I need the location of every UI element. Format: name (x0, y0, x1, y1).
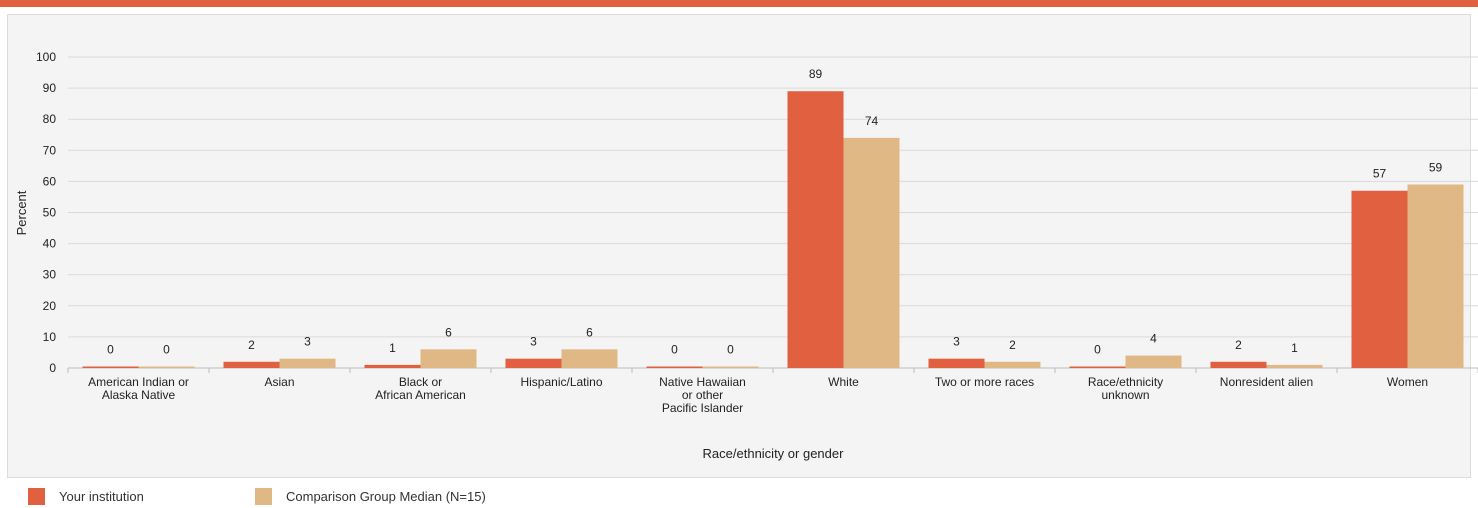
legend-swatch-your-institution (28, 488, 45, 505)
bar-series1-cat3 (561, 349, 618, 368)
data-label-series1-cat5: 74 (865, 114, 879, 128)
bar-series0-cat2 (364, 364, 421, 368)
data-label-series1-cat6: 2 (1009, 338, 1016, 352)
x-tick-label-7-line1: unknown (1101, 388, 1149, 402)
y-tick-label-20: 20 (43, 299, 57, 313)
bar-series0-cat0 (82, 366, 139, 368)
data-label-series0-cat7: 0 (1094, 343, 1101, 357)
y-tick-label-60: 60 (43, 174, 57, 188)
data-label-series0-cat2: 1 (389, 341, 396, 355)
data-label-series1-cat2: 6 (445, 325, 452, 339)
x-tick-label-0-line1: Alaska Native (102, 388, 176, 402)
data-label-series0-cat5: 89 (809, 67, 823, 81)
data-label-series1-cat0: 0 (163, 343, 170, 357)
bar-series0-cat1 (223, 361, 280, 368)
bar-series0-cat3 (505, 358, 562, 368)
data-label-series0-cat1: 2 (248, 338, 255, 352)
bar-series0-cat6 (928, 358, 985, 368)
data-label-series1-cat3: 6 (586, 325, 593, 339)
y-axis-title: Percent (14, 190, 29, 235)
y-tick-label-50: 50 (43, 206, 57, 220)
data-label-series1-cat8: 1 (1291, 341, 1298, 355)
bar-series0-cat5 (787, 91, 844, 369)
legend-item-comparison-median: Comparison Group Median (N=15) (255, 488, 486, 505)
x-tick-label-9-line0: Women (1387, 375, 1428, 389)
y-tick-label-40: 40 (43, 237, 57, 251)
data-label-series1-cat9: 59 (1429, 161, 1443, 175)
y-tick-label-80: 80 (43, 112, 57, 126)
data-label-series1-cat7: 4 (1150, 332, 1157, 346)
data-label-series1-cat1: 3 (304, 335, 311, 349)
bar-series1-cat2 (420, 349, 477, 368)
legend-label-comparison-median: Comparison Group Median (N=15) (286, 489, 486, 504)
x-tick-label-0-line0: American Indian or (88, 375, 189, 389)
y-tick-label-70: 70 (43, 143, 57, 157)
bar-series0-cat4 (646, 366, 703, 368)
bar-series0-cat9 (1351, 190, 1408, 368)
bar-series1-cat4 (702, 366, 759, 368)
data-label-series0-cat8: 2 (1235, 338, 1242, 352)
top-accent-bar (0, 0, 1478, 7)
data-label-series0-cat6: 3 (953, 335, 960, 349)
x-tick-label-6-line0: Two or more races (935, 375, 1034, 389)
x-tick-label-4-line1: or other (682, 388, 723, 402)
chart-panel (7, 14, 1471, 478)
legend-item-your-institution: Your institution (28, 488, 144, 505)
x-tick-label-5-line0: White (828, 375, 859, 389)
x-tick-label-3-line0: Hispanic/Latino (520, 375, 602, 389)
legend: Your institution Comparison Group Median… (0, 480, 1478, 508)
bar-series1-cat9 (1407, 184, 1464, 368)
bar-series1-cat8 (1266, 364, 1323, 368)
bar-series0-cat8 (1210, 361, 1267, 368)
bar-series1-cat5 (843, 137, 900, 368)
x-tick-label-4-line0: Native Hawaiian (659, 375, 746, 389)
bar-series1-cat6 (984, 361, 1041, 368)
bar-series1-cat0 (138, 366, 195, 368)
data-label-series1-cat4: 0 (727, 343, 734, 357)
y-tick-label-10: 10 (43, 330, 57, 344)
x-tick-label-4-line2: Pacific Islander (662, 401, 743, 415)
y-tick-label-100: 100 (36, 50, 56, 64)
legend-swatch-comparison-median (255, 488, 272, 505)
x-tick-label-1-line0: Asian (264, 375, 294, 389)
y-tick-label-90: 90 (43, 81, 57, 95)
y-tick-label-0: 0 (49, 361, 56, 375)
data-label-series0-cat4: 0 (671, 343, 678, 357)
data-label-series0-cat3: 3 (530, 335, 537, 349)
x-tick-label-7-line0: Race/ethnicity (1088, 375, 1163, 389)
bar-series1-cat1 (279, 358, 336, 368)
x-tick-label-8-line0: Nonresident alien (1220, 375, 1313, 389)
data-label-series0-cat0: 0 (107, 343, 114, 357)
data-label-series0-cat9: 57 (1373, 167, 1387, 181)
x-tick-label-2-line0: Black or (399, 375, 442, 389)
y-tick-label-30: 30 (43, 268, 57, 282)
x-axis-title: Race/ethnicity or gender (703, 446, 845, 461)
legend-label-your-institution: Your institution (59, 489, 144, 504)
bar-series1-cat7 (1125, 355, 1182, 368)
x-tick-label-2-line1: African American (375, 388, 466, 402)
bar-series0-cat7 (1069, 366, 1126, 368)
